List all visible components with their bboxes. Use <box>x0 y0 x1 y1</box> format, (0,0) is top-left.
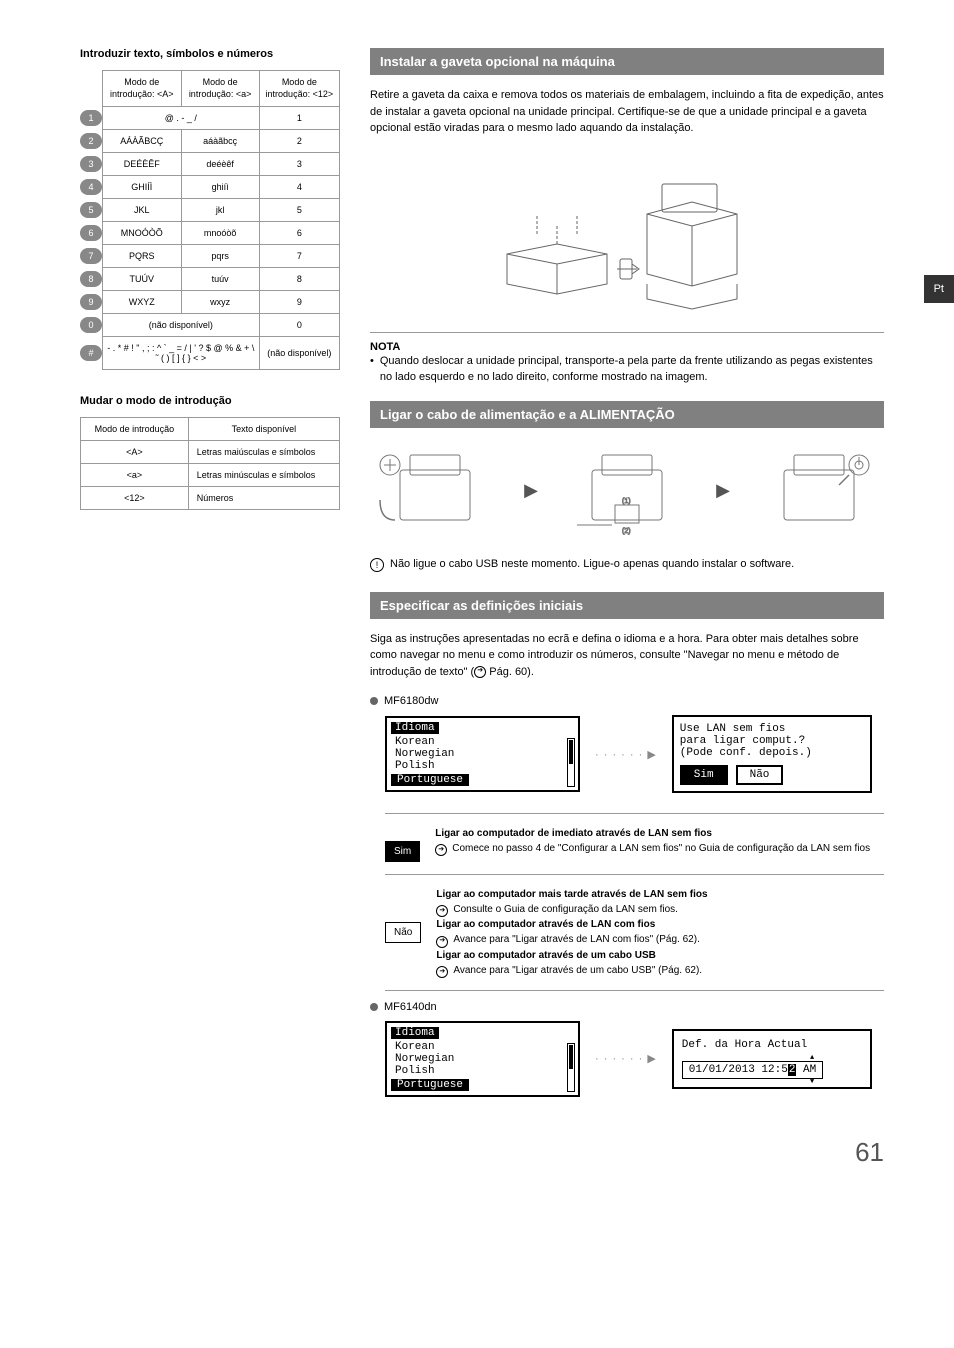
keypad-table: Modo de introdução: <A> Modo de introduç… <box>80 70 340 370</box>
option-sim: Sim Ligar ao computador de imediato atra… <box>385 814 884 875</box>
model-mf6140dn: MF6140dn <box>370 1001 884 1013</box>
note-header: NOTA <box>370 332 884 353</box>
usb-warning: !Não ligue o cabo USB neste momento. Lig… <box>370 558 884 572</box>
keypad-button: 2 <box>80 133 102 149</box>
keypad-button: 6 <box>80 225 102 241</box>
keypad-button: 0 <box>80 317 102 333</box>
model-mf6180dw: MF6180dw <box>370 695 884 707</box>
keypad-button: 9 <box>80 294 102 310</box>
keypad-button: 5 <box>80 202 102 218</box>
keypad-button: 3 <box>80 156 102 172</box>
dots-arrow-icon: · · · · · · ▶ <box>595 1052 657 1065</box>
keypad-button: 4 <box>80 179 102 195</box>
option-nao: Não Ligar ao computador mais tarde atrav… <box>385 875 884 991</box>
note-text: •Quando deslocar a unidade principal, tr… <box>370 353 884 386</box>
language-tab: Pt <box>924 275 954 303</box>
svg-text:(2): (2) <box>622 528 631 535</box>
keypad-button: # <box>80 345 102 361</box>
keypad-button: 1 <box>80 110 102 126</box>
section3-body: Siga as instruções apresentadas no ecrã … <box>370 631 884 681</box>
mode-heading: Mudar o modo de introdução <box>80 395 340 407</box>
mode-table: Modo de introdução Texto disponível <A>L… <box>80 417 340 510</box>
lcd-time: Def. da Hora Actual ▲ 01/01/2013 12:52 A… <box>672 1029 872 1089</box>
section1-body: Retire a gaveta da caixa e remova todos … <box>370 87 884 137</box>
lcd-nao-button: Não <box>736 765 784 785</box>
lcd-wlan-prompt: Use LAN sem fios para ligar comput.? (Po… <box>672 715 872 793</box>
lcd-sim-button: Sim <box>680 765 728 785</box>
left-heading: Introduzir texto, símbolos e números <box>80 48 340 60</box>
keypad-button: 7 <box>80 248 102 264</box>
lcd-language-2: Idioma Korean Norwegian Polish Portugues… <box>385 1021 580 1097</box>
keypad-button: 8 <box>80 271 102 287</box>
section1-title: Instalar a gaveta opcional na máquina <box>370 48 884 75</box>
dots-arrow-icon: · · · · · · ▶ <box>595 748 657 761</box>
power-illustration-row: ▶ (1) (2) ▶ <box>370 443 884 538</box>
page-number: 61 <box>80 1137 884 1168</box>
arrow-icon: ▶ <box>716 480 730 501</box>
svg-text:(1): (1) <box>622 498 631 505</box>
printer-tray-illustration <box>370 152 884 317</box>
section2-title: Ligar o cabo de alimentação e a ALIMENTA… <box>370 401 884 428</box>
lcd-language: Idioma Korean Norwegian Polish Portugues… <box>385 716 580 792</box>
section3-title: Especificar as definições iniciais <box>370 592 884 619</box>
arrow-icon: ▶ <box>524 480 538 501</box>
